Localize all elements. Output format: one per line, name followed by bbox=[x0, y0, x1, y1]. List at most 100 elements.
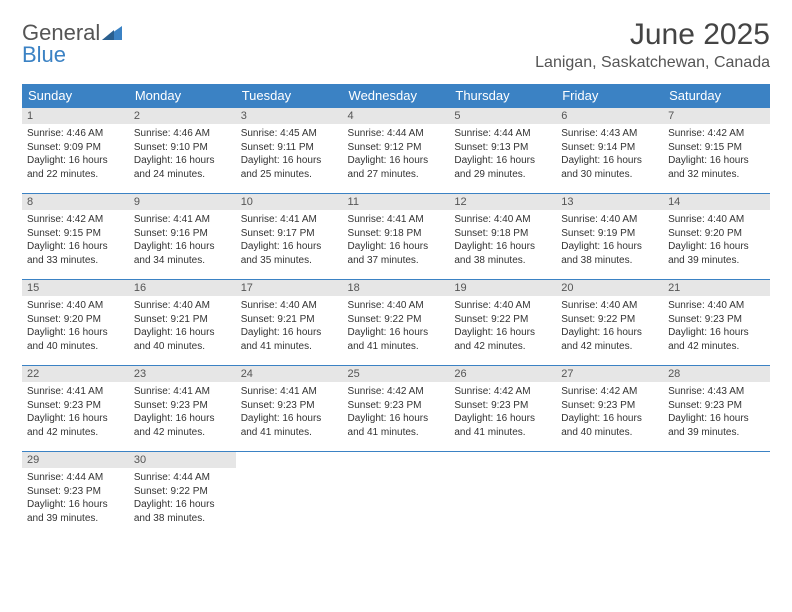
day-content: Sunrise: 4:42 AMSunset: 9:23 PMDaylight:… bbox=[556, 382, 663, 442]
calendar-cell bbox=[556, 452, 663, 538]
calendar-cell: 14Sunrise: 4:40 AMSunset: 9:20 PMDayligh… bbox=[663, 194, 770, 280]
day-content: Sunrise: 4:41 AMSunset: 9:16 PMDaylight:… bbox=[129, 210, 236, 270]
calendar-cell: 22Sunrise: 4:41 AMSunset: 9:23 PMDayligh… bbox=[22, 366, 129, 452]
day-number: 19 bbox=[449, 280, 556, 296]
day-content: Sunrise: 4:40 AMSunset: 9:22 PMDaylight:… bbox=[449, 296, 556, 356]
day-number: 16 bbox=[129, 280, 236, 296]
calendar-table: SundayMondayTuesdayWednesdayThursdayFrid… bbox=[22, 84, 770, 538]
calendar-cell: 3Sunrise: 4:45 AMSunset: 9:11 PMDaylight… bbox=[236, 108, 343, 194]
day-number: 14 bbox=[663, 194, 770, 210]
day-content: Sunrise: 4:41 AMSunset: 9:18 PMDaylight:… bbox=[343, 210, 450, 270]
day-content: Sunrise: 4:43 AMSunset: 9:23 PMDaylight:… bbox=[663, 382, 770, 442]
day-number: 8 bbox=[22, 194, 129, 210]
calendar-cell: 16Sunrise: 4:40 AMSunset: 9:21 PMDayligh… bbox=[129, 280, 236, 366]
calendar-row: 1Sunrise: 4:46 AMSunset: 9:09 PMDaylight… bbox=[22, 108, 770, 194]
day-number: 24 bbox=[236, 366, 343, 382]
calendar-cell bbox=[343, 452, 450, 538]
calendar-cell: 17Sunrise: 4:40 AMSunset: 9:21 PMDayligh… bbox=[236, 280, 343, 366]
weekday-header: Monday bbox=[129, 84, 236, 108]
calendar-cell: 9Sunrise: 4:41 AMSunset: 9:16 PMDaylight… bbox=[129, 194, 236, 280]
calendar-cell: 1Sunrise: 4:46 AMSunset: 9:09 PMDaylight… bbox=[22, 108, 129, 194]
calendar-cell: 8Sunrise: 4:42 AMSunset: 9:15 PMDaylight… bbox=[22, 194, 129, 280]
logo-word2: Blue bbox=[22, 42, 66, 67]
calendar-cell: 5Sunrise: 4:44 AMSunset: 9:13 PMDaylight… bbox=[449, 108, 556, 194]
weekday-header-row: SundayMondayTuesdayWednesdayThursdayFrid… bbox=[22, 84, 770, 108]
page-title: June 2025 bbox=[535, 18, 770, 52]
calendar-cell: 12Sunrise: 4:40 AMSunset: 9:18 PMDayligh… bbox=[449, 194, 556, 280]
calendar-cell: 15Sunrise: 4:40 AMSunset: 9:20 PMDayligh… bbox=[22, 280, 129, 366]
day-content: Sunrise: 4:42 AMSunset: 9:15 PMDaylight:… bbox=[663, 124, 770, 184]
calendar-cell bbox=[236, 452, 343, 538]
calendar-cell: 2Sunrise: 4:46 AMSunset: 9:10 PMDaylight… bbox=[129, 108, 236, 194]
day-content: Sunrise: 4:41 AMSunset: 9:23 PMDaylight:… bbox=[129, 382, 236, 442]
day-content: Sunrise: 4:40 AMSunset: 9:22 PMDaylight:… bbox=[343, 296, 450, 356]
logo-text: General Blue bbox=[22, 22, 122, 66]
day-number: 21 bbox=[663, 280, 770, 296]
calendar-cell: 18Sunrise: 4:40 AMSunset: 9:22 PMDayligh… bbox=[343, 280, 450, 366]
calendar-cell: 4Sunrise: 4:44 AMSunset: 9:12 PMDaylight… bbox=[343, 108, 450, 194]
calendar-cell: 11Sunrise: 4:41 AMSunset: 9:18 PMDayligh… bbox=[343, 194, 450, 280]
day-number: 29 bbox=[22, 452, 129, 468]
day-number: 2 bbox=[129, 108, 236, 124]
day-number: 17 bbox=[236, 280, 343, 296]
calendar-cell bbox=[663, 452, 770, 538]
calendar-cell: 21Sunrise: 4:40 AMSunset: 9:23 PMDayligh… bbox=[663, 280, 770, 366]
day-number: 13 bbox=[556, 194, 663, 210]
day-content: Sunrise: 4:41 AMSunset: 9:23 PMDaylight:… bbox=[236, 382, 343, 442]
day-number: 15 bbox=[22, 280, 129, 296]
logo: General Blue bbox=[22, 18, 122, 66]
calendar-cell bbox=[449, 452, 556, 538]
day-number: 28 bbox=[663, 366, 770, 382]
day-number: 4 bbox=[343, 108, 450, 124]
day-content: Sunrise: 4:44 AMSunset: 9:22 PMDaylight:… bbox=[129, 468, 236, 528]
day-number: 27 bbox=[556, 366, 663, 382]
day-number: 26 bbox=[449, 366, 556, 382]
weekday-header: Tuesday bbox=[236, 84, 343, 108]
calendar-cell: 7Sunrise: 4:42 AMSunset: 9:15 PMDaylight… bbox=[663, 108, 770, 194]
weekday-header: Saturday bbox=[663, 84, 770, 108]
day-content: Sunrise: 4:40 AMSunset: 9:21 PMDaylight:… bbox=[236, 296, 343, 356]
day-content: Sunrise: 4:40 AMSunset: 9:20 PMDaylight:… bbox=[22, 296, 129, 356]
calendar-cell: 27Sunrise: 4:42 AMSunset: 9:23 PMDayligh… bbox=[556, 366, 663, 452]
weekday-header: Thursday bbox=[449, 84, 556, 108]
day-number: 5 bbox=[449, 108, 556, 124]
day-number: 12 bbox=[449, 194, 556, 210]
calendar-cell: 24Sunrise: 4:41 AMSunset: 9:23 PMDayligh… bbox=[236, 366, 343, 452]
day-content: Sunrise: 4:46 AMSunset: 9:09 PMDaylight:… bbox=[22, 124, 129, 184]
day-content: Sunrise: 4:40 AMSunset: 9:18 PMDaylight:… bbox=[449, 210, 556, 270]
day-content: Sunrise: 4:44 AMSunset: 9:23 PMDaylight:… bbox=[22, 468, 129, 528]
calendar-cell: 28Sunrise: 4:43 AMSunset: 9:23 PMDayligh… bbox=[663, 366, 770, 452]
calendar-row: 22Sunrise: 4:41 AMSunset: 9:23 PMDayligh… bbox=[22, 366, 770, 452]
day-number: 22 bbox=[22, 366, 129, 382]
day-content: Sunrise: 4:41 AMSunset: 9:17 PMDaylight:… bbox=[236, 210, 343, 270]
calendar-body: 1Sunrise: 4:46 AMSunset: 9:09 PMDaylight… bbox=[22, 108, 770, 538]
weekday-header: Friday bbox=[556, 84, 663, 108]
day-content: Sunrise: 4:46 AMSunset: 9:10 PMDaylight:… bbox=[129, 124, 236, 184]
day-content: Sunrise: 4:43 AMSunset: 9:14 PMDaylight:… bbox=[556, 124, 663, 184]
calendar-cell: 29Sunrise: 4:44 AMSunset: 9:23 PMDayligh… bbox=[22, 452, 129, 538]
day-content: Sunrise: 4:40 AMSunset: 9:21 PMDaylight:… bbox=[129, 296, 236, 356]
day-content: Sunrise: 4:41 AMSunset: 9:23 PMDaylight:… bbox=[22, 382, 129, 442]
day-content: Sunrise: 4:40 AMSunset: 9:20 PMDaylight:… bbox=[663, 210, 770, 270]
day-content: Sunrise: 4:44 AMSunset: 9:13 PMDaylight:… bbox=[449, 124, 556, 184]
calendar-cell: 30Sunrise: 4:44 AMSunset: 9:22 PMDayligh… bbox=[129, 452, 236, 538]
day-content: Sunrise: 4:42 AMSunset: 9:23 PMDaylight:… bbox=[449, 382, 556, 442]
day-number: 10 bbox=[236, 194, 343, 210]
weekday-header: Wednesday bbox=[343, 84, 450, 108]
day-number: 30 bbox=[129, 452, 236, 468]
calendar-cell: 10Sunrise: 4:41 AMSunset: 9:17 PMDayligh… bbox=[236, 194, 343, 280]
day-content: Sunrise: 4:40 AMSunset: 9:19 PMDaylight:… bbox=[556, 210, 663, 270]
day-number: 25 bbox=[343, 366, 450, 382]
logo-mark-icon bbox=[102, 20, 122, 45]
calendar-cell: 19Sunrise: 4:40 AMSunset: 9:22 PMDayligh… bbox=[449, 280, 556, 366]
calendar-cell: 6Sunrise: 4:43 AMSunset: 9:14 PMDaylight… bbox=[556, 108, 663, 194]
day-number: 6 bbox=[556, 108, 663, 124]
calendar-row: 29Sunrise: 4:44 AMSunset: 9:23 PMDayligh… bbox=[22, 452, 770, 538]
calendar-row: 15Sunrise: 4:40 AMSunset: 9:20 PMDayligh… bbox=[22, 280, 770, 366]
day-content: Sunrise: 4:45 AMSunset: 9:11 PMDaylight:… bbox=[236, 124, 343, 184]
title-block: June 2025 Lanigan, Saskatchewan, Canada bbox=[535, 18, 770, 72]
day-content: Sunrise: 4:44 AMSunset: 9:12 PMDaylight:… bbox=[343, 124, 450, 184]
weekday-header: Sunday bbox=[22, 84, 129, 108]
calendar-row: 8Sunrise: 4:42 AMSunset: 9:15 PMDaylight… bbox=[22, 194, 770, 280]
day-content: Sunrise: 4:40 AMSunset: 9:22 PMDaylight:… bbox=[556, 296, 663, 356]
